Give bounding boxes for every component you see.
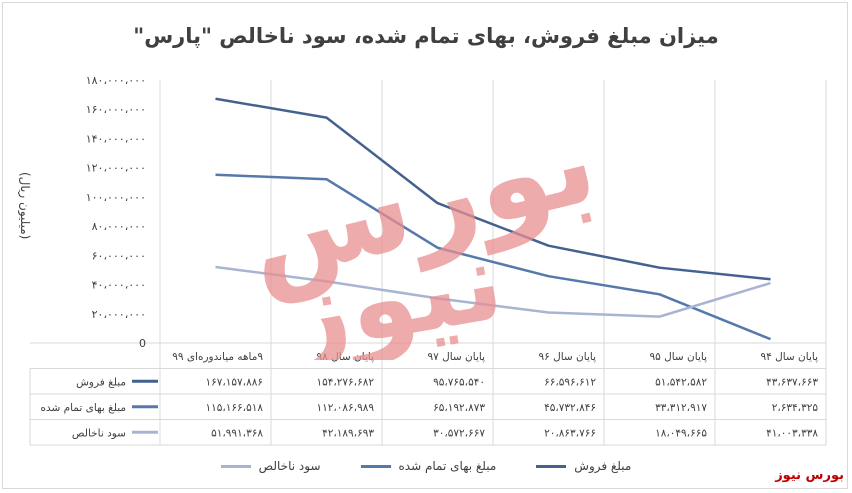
table-cell-value: ۲۰،۸۶۳،۷۶۶ xyxy=(544,428,596,440)
table-series-name: سود ناخالص xyxy=(72,428,126,440)
category-label: پایان سال ۹۴ xyxy=(760,351,818,363)
series-line-1 xyxy=(215,97,771,281)
legend-label: مبلغ فروش xyxy=(574,459,632,473)
legend-item-1: مبلغ فروش xyxy=(536,459,631,473)
chart-legend: مبلغ فروش مبلغ بهای تمام شده سود ناخالص xyxy=(0,459,852,473)
table-cell-value: ۳۰،۵۷۲،۶۶۷ xyxy=(433,428,485,440)
table-cell-value: ۹۵،۷۶۵،۵۴۰ xyxy=(433,377,485,389)
category-label: ۹ماهه میاندوره‌ای ۹۹ xyxy=(172,351,263,363)
y-axis-label: (میلیون ریال) xyxy=(18,172,32,240)
y-tick-label: ۱۶۰،۰۰۰،۰۰۰ xyxy=(86,103,146,116)
y-tick-label: ۱۸۰،۰۰۰،۰۰۰ xyxy=(86,74,146,87)
table-series-name: مبلغ بهای تمام شده xyxy=(40,402,126,414)
table-cell-value: ۱۸،۰۴۹،۶۶۵ xyxy=(655,428,707,440)
y-tick-label: ۸۰،۰۰۰،۰۰۰ xyxy=(92,220,146,233)
legend-item-2: مبلغ بهای تمام شده xyxy=(360,459,497,473)
table-series-name: مبلغ فروش xyxy=(76,377,126,389)
table-cell-value: ۴۲،۱۸۹،۶۹۳ xyxy=(322,428,374,440)
table-cell-value: ۱۱۵،۱۶۶،۵۱۸ xyxy=(205,402,263,414)
chart-title: میزان مبلغ فروش، بهای تمام شده، سود ناخا… xyxy=(133,24,719,48)
table-cell-value: ۴۵،۷۳۲،۸۴۶ xyxy=(544,402,596,414)
table-cell-value: ۶۵،۱۹۲،۸۷۳ xyxy=(433,402,485,414)
y-tick-label: ۱۴۰،۰۰۰،۰۰۰ xyxy=(86,132,146,145)
table-cell-value: ۵۱،۹۹۱،۳۶۸ xyxy=(211,428,263,440)
table-cell-value: ۱۶۷،۱۵۷،۸۸۶ xyxy=(205,377,263,389)
table-cell-value: ۶۶،۵۹۶،۶۱۲ xyxy=(544,377,596,389)
y-tick-label: ۲۰،۰۰۰،۰۰۰ xyxy=(92,308,146,321)
legend-item-3: سود ناخالص xyxy=(220,459,321,473)
table-cell-value: ۱۵۴،۲۷۶،۶۸۲ xyxy=(316,377,374,389)
y-tick-label: ۴۰،۰۰۰،۰۰۰ xyxy=(92,279,146,292)
y-tick-label: ۱۰۰،۰۰۰،۰۰۰ xyxy=(86,191,146,204)
category-label: پایان سال ۹۸ xyxy=(316,351,374,363)
legend-swatch xyxy=(536,464,567,468)
table-cell-value: ۳۳،۳۱۲،۹۱۷ xyxy=(655,402,707,414)
legend-label: مبلغ بهای تمام شده xyxy=(398,459,497,473)
table-cell-value: ۵۱،۵۴۲،۵۸۲ xyxy=(655,377,707,389)
category-label: پایان سال ۹۶ xyxy=(538,351,596,363)
series-line-2 xyxy=(215,173,771,341)
legend-label: سود ناخالص xyxy=(258,459,321,473)
category-label: پایان سال ۹۷ xyxy=(427,351,485,363)
legend-swatch xyxy=(360,464,391,468)
table-cell-value: ۱۱۲،۰۸۶،۹۸۹ xyxy=(316,402,374,414)
y-tick-label: ۱۲۰،۰۰۰،۰۰۰ xyxy=(86,162,146,175)
brand-logo-text: بورس نیوز xyxy=(775,468,844,483)
table-cell-value: ۴۱،۰۰۳،۳۳۸ xyxy=(766,428,818,440)
y-tick-label: 0 xyxy=(139,337,146,350)
y-tick-label: ۶۰،۰۰۰،۰۰۰ xyxy=(92,249,146,262)
table-cell-value: ۴۳،۶۳۷،۶۶۳ xyxy=(766,377,818,389)
category-label: پایان سال ۹۵ xyxy=(649,351,707,363)
series-line-3 xyxy=(215,265,771,318)
table-cell-value: ۲،۶۳۴،۳۲۵ xyxy=(772,402,819,414)
legend-swatch xyxy=(220,464,251,468)
